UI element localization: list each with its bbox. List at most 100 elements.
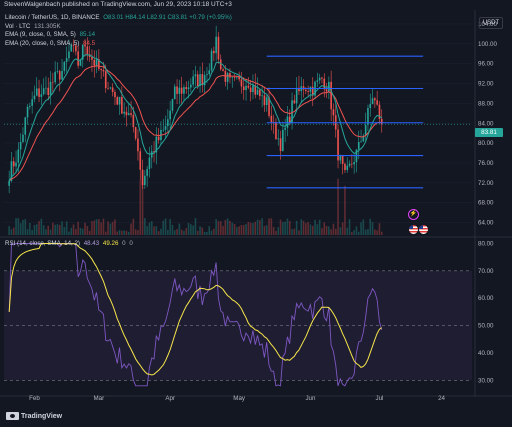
candle-body [231,77,234,78]
volume-bar [8,226,10,235]
candle-body [252,85,254,93]
volume-bar [171,224,174,235]
volume-bar [348,219,351,235]
volume-bar [344,185,346,235]
volume-bar [293,228,296,235]
volume-bar [300,219,303,235]
candle-body [81,45,84,60]
rsi-sma-line[interactable] [8,243,382,376]
us-flag-icon[interactable] [409,225,418,234]
candle-body [321,77,323,79]
volume-bar [162,220,165,235]
symbol-row[interactable]: Litecoin / TetherUS, 1D, BINANCE O83.01 … [5,14,232,23]
volume-value: 131.305K [34,22,61,30]
candle-body [270,115,273,122]
volume-bar [139,180,142,235]
volume-bar [242,225,245,235]
candle-body [118,96,121,105]
rsi-tick-label: 70.00 [478,268,494,275]
volume-bar [206,231,208,235]
candles[interactable] [8,25,383,194]
candle-body [194,74,197,77]
volume-bar [231,222,234,235]
volume-bar [130,223,132,235]
candle-body [125,111,128,116]
volume-bar [61,221,63,235]
ema-slow-line[interactable] [8,65,382,182]
volume-bar [369,218,372,235]
candle-body [261,95,263,97]
volume-bar [353,230,355,235]
volume-bar [298,230,300,235]
rsi-sma-value: 49.26 [102,240,119,247]
candle-body [376,100,378,105]
candle-body [203,75,206,86]
us-flag-icon[interactable] [419,225,428,234]
candle-body [201,74,204,86]
brand-name: TradingView [21,412,63,420]
candle-body [95,59,98,66]
volume-bar [68,231,70,235]
tradingview-brand[interactable]: TradingView [6,412,62,420]
rsi-tick-label: 30.00 [478,377,494,384]
candle-body [104,71,107,89]
volume-bar [146,226,148,235]
volume-bar [367,229,369,235]
candle-body [12,161,15,167]
horizontal-levels[interactable] [266,55,424,189]
candle-body [199,74,201,86]
volume-bar [183,230,185,235]
time-tick-label: Apr [165,395,175,402]
candle-body [33,95,36,100]
volume-bar [213,228,215,235]
candle-body [275,121,277,140]
volume-bar [282,222,284,235]
volume-bar [114,219,116,235]
price-tick-label: 72.00 [478,180,494,187]
volume-bar [153,226,155,235]
candle-body [162,129,165,131]
volume-bar [173,230,176,235]
volume-bar [40,218,43,235]
last-price-badge: 83.81 [475,128,503,137]
candle-body [309,86,312,92]
volume-bar [311,225,314,235]
volume-bar [180,229,183,235]
volume-bar [210,230,213,235]
candle-body [236,77,238,78]
volume-bar [176,229,178,235]
publisher-header: StevenWalgenbach published on TradingVie… [0,0,512,10]
candle-body [132,114,135,128]
rsi-legend[interactable]: RSI (14, close, SMA, 14, 2) 48.43 49.26 … [5,240,133,249]
candle-body [341,155,344,164]
publisher-line: StevenWalgenbach published on TradingVie… [4,1,232,8]
volume-bar [84,222,86,235]
time-tick-label: Jun [305,395,316,402]
candle-body [325,89,328,92]
volume-bar [17,218,20,235]
ema-fast-row[interactable]: EMA (9, close, 0, SMA, 5) 85.14 [5,31,232,40]
candle-body [54,71,56,83]
volume-bar [256,219,259,235]
ema-slow-row[interactable]: EMA (20, close, 0, SMA, 5) 84.5 [5,40,232,49]
volume-bar [286,218,289,235]
candle-body [38,88,40,97]
candle-body [91,56,93,60]
currency-badge[interactable]: USDT [479,17,503,29]
time-axis[interactable]: Feb Mar Apr May Jun Jul 24 [29,395,445,402]
volume-bar [217,221,220,235]
volume-bar [52,222,54,235]
candle-body [42,88,45,95]
volume-bar [351,231,353,235]
volume-bar [137,230,139,235]
lightning-icon[interactable]: ⚡ [408,209,419,220]
candle-body [213,50,215,54]
rsi-pane[interactable]: 30.00 40.00 50.00 60.00 70.00 80.00 [4,240,494,387]
volume-bar [111,221,114,235]
volume-row[interactable]: Vol · LTC 131.305K [5,23,232,32]
candle-body [286,116,289,128]
price-axis[interactable]: 64.00 68.00 72.00 76.00 80.00 84.00 88.00 92.00… [4,21,497,227]
volume-bar [116,231,119,235]
ema-fast-line[interactable] [8,54,382,182]
